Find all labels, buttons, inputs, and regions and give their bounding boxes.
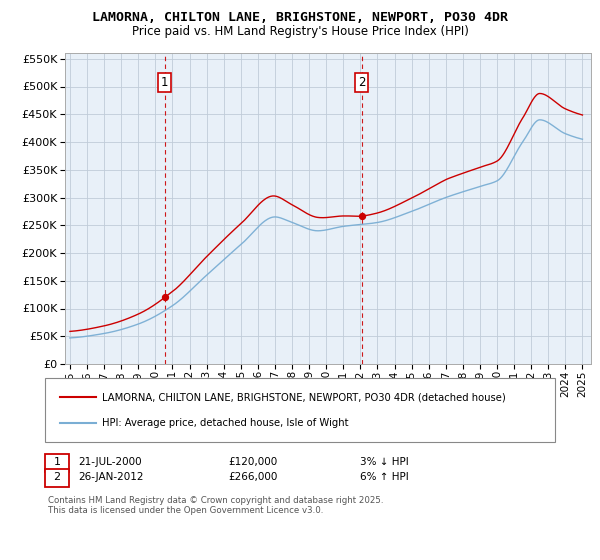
Text: LAMORNA, CHILTON LANE, BRIGHSTONE, NEWPORT, PO30 4DR (detached house): LAMORNA, CHILTON LANE, BRIGHSTONE, NEWPO… xyxy=(102,392,506,402)
Text: HPI: Average price, detached house, Isle of Wight: HPI: Average price, detached house, Isle… xyxy=(102,418,349,428)
Point xyxy=(160,293,170,302)
Text: £120,000: £120,000 xyxy=(228,457,277,467)
Text: 21-JUL-2000: 21-JUL-2000 xyxy=(78,457,142,467)
Text: 2: 2 xyxy=(358,76,365,89)
Text: 1: 1 xyxy=(161,76,169,89)
Text: 6% ↑ HPI: 6% ↑ HPI xyxy=(360,472,409,482)
Text: 3% ↓ HPI: 3% ↓ HPI xyxy=(360,457,409,467)
Text: Price paid vs. HM Land Registry's House Price Index (HPI): Price paid vs. HM Land Registry's House … xyxy=(131,25,469,38)
Text: £266,000: £266,000 xyxy=(228,472,277,482)
Point xyxy=(357,212,367,221)
Text: Contains HM Land Registry data © Crown copyright and database right 2025.
This d: Contains HM Land Registry data © Crown c… xyxy=(48,496,383,515)
Text: 1: 1 xyxy=(53,457,61,467)
Text: 26-JAN-2012: 26-JAN-2012 xyxy=(78,472,143,482)
Text: LAMORNA, CHILTON LANE, BRIGHSTONE, NEWPORT, PO30 4DR: LAMORNA, CHILTON LANE, BRIGHSTONE, NEWPO… xyxy=(92,11,508,24)
Text: 2: 2 xyxy=(53,472,61,482)
